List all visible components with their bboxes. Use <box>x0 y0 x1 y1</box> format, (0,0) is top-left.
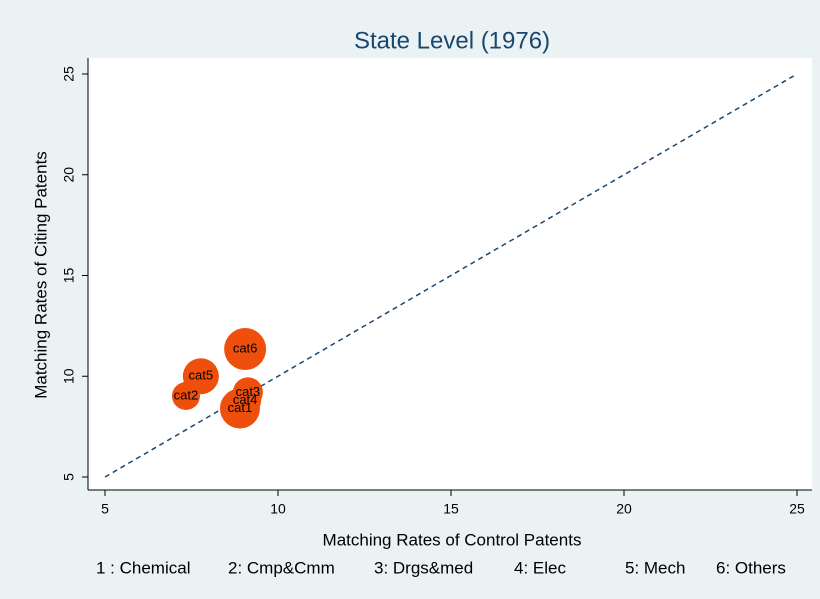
legend-note: 4: Elec <box>514 558 566 577</box>
x-tick-label: 20 <box>616 501 632 517</box>
point-label: cat4 <box>233 392 258 407</box>
x-tick-label: 15 <box>443 501 459 517</box>
legend-note: 2: Cmp&Cmm <box>228 558 335 577</box>
y-axis-label: Matching Rates of Citing Patents <box>31 151 50 399</box>
y-tick-label: 25 <box>61 66 77 82</box>
bubble <box>229 384 262 417</box>
y-tick-label: 10 <box>61 368 77 384</box>
x-tick-label: 5 <box>101 501 109 517</box>
x-tick-label: 25 <box>789 501 805 517</box>
chart-title: State Level (1976) <box>354 27 550 54</box>
x-axis-label: Matching Rates of Control Patents <box>323 530 582 549</box>
point-label: cat1 <box>228 400 253 415</box>
reference-line <box>104 73 798 478</box>
point-label: cat3 <box>236 384 261 399</box>
plot-area <box>88 58 812 490</box>
bubble <box>224 328 267 371</box>
point-label: cat2 <box>174 387 199 402</box>
x-tick-label: 10 <box>270 501 286 517</box>
y-tick-label: 15 <box>61 268 77 284</box>
point-label: cat5 <box>189 368 214 383</box>
y-tick-label: 20 <box>61 167 77 183</box>
point-label: cat6 <box>233 340 258 355</box>
legend-note: 5: Mech <box>625 558 685 577</box>
legend-note: 3: Drgs&med <box>374 558 473 577</box>
legend-note: 6: Others <box>716 558 786 577</box>
bubble <box>182 358 219 395</box>
legend-note: 1 : Chemical <box>96 558 190 577</box>
y-tick-label: 5 <box>61 473 77 481</box>
